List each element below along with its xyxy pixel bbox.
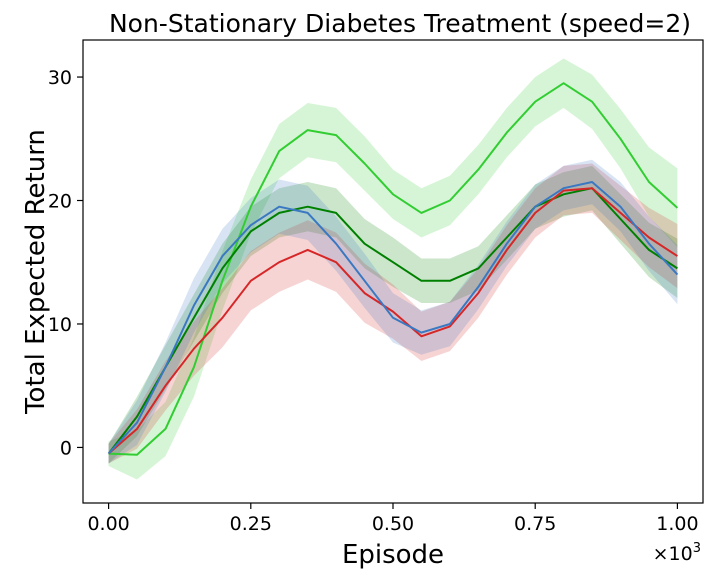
x-multiplier-base: ×10 bbox=[653, 543, 693, 565]
series-3-line bbox=[107, 181, 679, 455]
ticks-layer: 0.00 0.25 0.50 0.75 1.00 0 10 20 30 bbox=[48, 67, 699, 535]
x-multiplier-exponent: 3 bbox=[693, 541, 701, 556]
series-1-line bbox=[107, 187, 678, 455]
lines-layer bbox=[107, 82, 679, 456]
bands-layer bbox=[108, 58, 678, 480]
x-axis-title: Episode bbox=[342, 540, 444, 570]
series-2-confidence-band bbox=[108, 163, 678, 464]
y-tick-label: 20 bbox=[48, 191, 72, 213]
x-tick-label: 0.75 bbox=[514, 513, 556, 535]
x-tick-label: 0.50 bbox=[372, 513, 414, 535]
series-1-confidence-band bbox=[108, 165, 678, 464]
x-tick-label: 0.25 bbox=[230, 513, 272, 535]
series-2-line bbox=[107, 187, 678, 455]
y-tick-label: 10 bbox=[48, 314, 72, 336]
y-tick-label: 0 bbox=[60, 437, 72, 459]
x-tick-label: 0.00 bbox=[87, 513, 129, 535]
chart-title: Non-Stationary Diabetes Treatment (speed… bbox=[109, 9, 691, 38]
x-tick-label: 1.00 bbox=[656, 513, 698, 535]
x-axis-multiplier: ×103 bbox=[653, 541, 701, 565]
y-tick-label: 30 bbox=[48, 67, 72, 89]
y-axis-title: Total Expected Return bbox=[21, 129, 51, 415]
